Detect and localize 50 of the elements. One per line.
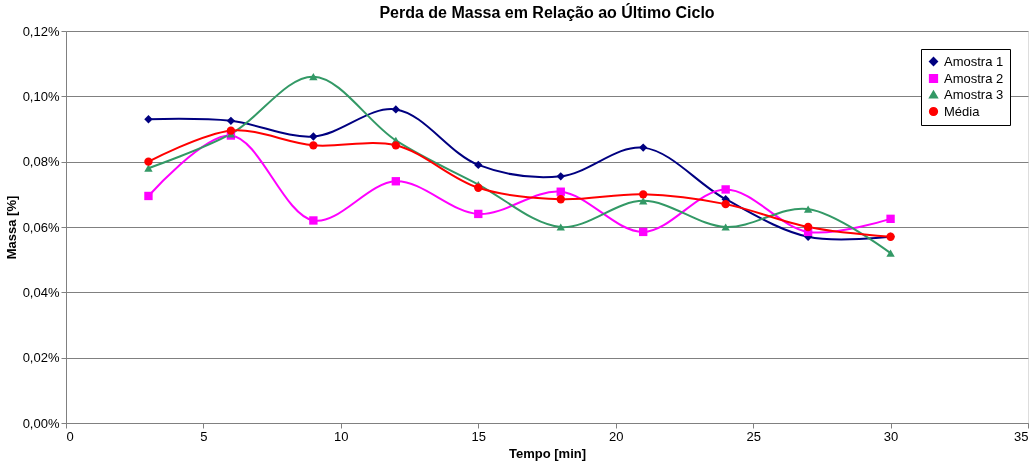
x-tick-label: 20: [608, 428, 624, 444]
x-tick-label: 30: [883, 428, 899, 444]
x-tick-label: 0: [66, 428, 74, 444]
y-tick-label: 0,08%: [22, 154, 60, 170]
point: [639, 190, 648, 199]
point: [803, 205, 813, 213]
point: [803, 222, 813, 232]
point: [391, 105, 401, 114]
legend-label: Amostra 1: [944, 53, 1004, 69]
point: [391, 177, 401, 186]
x-tick-label: 35: [1014, 428, 1029, 444]
point: [721, 185, 730, 194]
y-axis-title: Massa [%]: [3, 195, 19, 260]
y-tick-label: 0,00%: [22, 415, 60, 431]
legend-label: Amostra 2: [944, 70, 1004, 86]
point: [309, 73, 318, 81]
x-tick-label: 5: [200, 428, 208, 444]
point: [144, 157, 153, 166]
point: [886, 249, 895, 257]
point: [226, 126, 236, 135]
x-tick-label: 15: [471, 428, 487, 444]
point: [144, 191, 153, 201]
y-tick-label: 0,10%: [22, 88, 60, 104]
point: [391, 141, 401, 150]
point: [721, 223, 730, 231]
y-tick-label: 0,12%: [22, 23, 60, 39]
point: [556, 223, 565, 231]
point: [474, 160, 483, 170]
x-tick-label: 25: [746, 428, 761, 444]
point: [886, 214, 895, 224]
point: [309, 141, 318, 150]
legend-label: Amostra 3: [944, 86, 1004, 102]
point: [474, 209, 483, 219]
y-tick-label: 0,02%: [22, 350, 60, 366]
x-tick-label: 10: [334, 428, 349, 444]
point: [309, 216, 318, 225]
point: [639, 227, 648, 237]
point: [144, 115, 153, 124]
chart-title: Perda de Massa em Relação ao Último Ciclo: [379, 3, 715, 21]
point: [721, 199, 730, 209]
legend-label: Média: [944, 103, 981, 119]
point: [144, 164, 153, 172]
point: [309, 132, 318, 141]
point: [639, 143, 648, 152]
y-tick-label: 0,06%: [22, 219, 60, 235]
y-tick-label: 0,04%: [22, 284, 60, 300]
point: [226, 116, 236, 126]
point: [556, 172, 565, 181]
point: [556, 195, 565, 204]
x-axis-title: Tempo [min]: [508, 445, 587, 461]
